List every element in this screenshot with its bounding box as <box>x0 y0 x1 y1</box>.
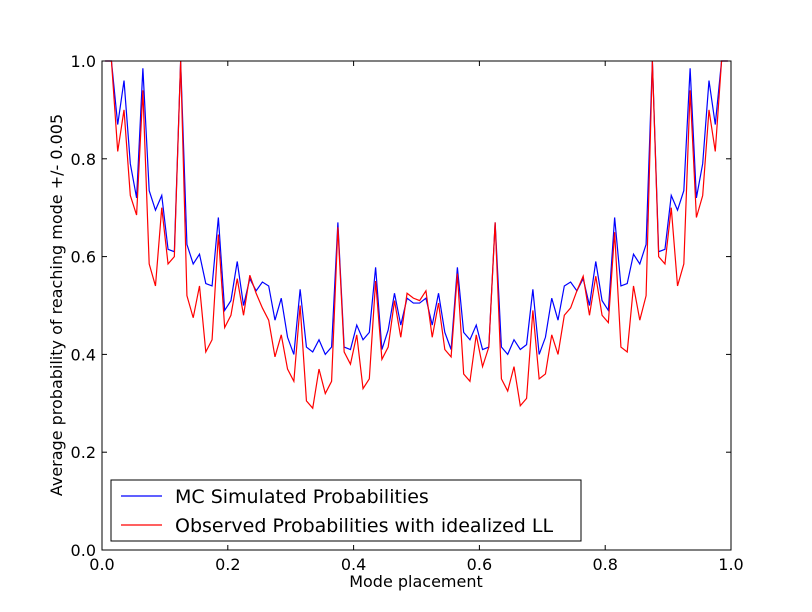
x-tick-label: 0.8 <box>592 555 617 574</box>
legend-label-observed: Observed Probabilities with idealized LL <box>175 515 553 537</box>
x-tick-label: 0.0 <box>89 555 114 574</box>
legend-label-mc: MC Simulated Probabilities <box>175 486 429 508</box>
x-tick-label: 0.6 <box>467 555 492 574</box>
series-lines <box>105 60 728 410</box>
series-line-1 <box>105 60 728 410</box>
y-axis-title: Average probability of reaching mode +/-… <box>47 114 66 496</box>
x-tick-label: 0.4 <box>341 555 366 574</box>
series-line-0 <box>105 60 728 356</box>
x-axis-title: Mode placement <box>349 572 483 591</box>
plot-background <box>102 61 731 550</box>
legend: MC Simulated Probabilities Observed Prob… <box>110 479 582 542</box>
plot-frame <box>101 60 732 551</box>
legend-box <box>110 479 582 542</box>
x-tick-label: 1.0 <box>718 555 743 574</box>
axis-ticks: 0.0 0.2 0.4 0.6 0.8 1.0 0.0 0.2 0.4 0.6 0.8 1.0 <box>71 52 744 574</box>
y-tick-label: 0.6 <box>71 248 96 267</box>
y-tick-label: 0.8 <box>71 150 96 169</box>
y-tick-label: 1.0 <box>71 52 96 71</box>
y-tick-label: 0.0 <box>71 541 96 560</box>
y-tick-label: 0.2 <box>71 443 96 462</box>
x-tick-label: 0.2 <box>215 555 240 574</box>
y-tick-label: 0.4 <box>71 345 96 364</box>
